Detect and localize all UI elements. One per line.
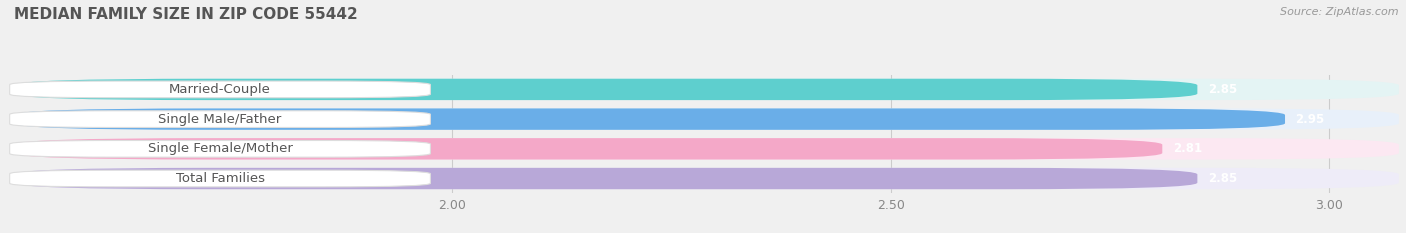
FancyBboxPatch shape: [10, 111, 430, 127]
FancyBboxPatch shape: [14, 108, 1285, 130]
FancyBboxPatch shape: [14, 138, 1399, 160]
FancyBboxPatch shape: [14, 79, 1399, 100]
FancyBboxPatch shape: [10, 170, 430, 187]
Text: Single Female/Mother: Single Female/Mother: [148, 142, 292, 155]
FancyBboxPatch shape: [10, 81, 430, 98]
Text: Total Families: Total Families: [176, 172, 264, 185]
FancyBboxPatch shape: [14, 79, 1198, 100]
Text: Single Male/Father: Single Male/Father: [159, 113, 281, 126]
FancyBboxPatch shape: [14, 108, 1399, 130]
Text: 2.81: 2.81: [1173, 142, 1202, 155]
Text: 2.95: 2.95: [1295, 113, 1324, 126]
Text: Source: ZipAtlas.com: Source: ZipAtlas.com: [1281, 7, 1399, 17]
FancyBboxPatch shape: [14, 168, 1399, 189]
Text: MEDIAN FAMILY SIZE IN ZIP CODE 55442: MEDIAN FAMILY SIZE IN ZIP CODE 55442: [14, 7, 357, 22]
FancyBboxPatch shape: [14, 138, 1163, 160]
FancyBboxPatch shape: [10, 140, 430, 157]
Text: 2.85: 2.85: [1208, 83, 1237, 96]
Text: Married-Couple: Married-Couple: [169, 83, 271, 96]
Text: 2.85: 2.85: [1208, 172, 1237, 185]
FancyBboxPatch shape: [14, 168, 1198, 189]
